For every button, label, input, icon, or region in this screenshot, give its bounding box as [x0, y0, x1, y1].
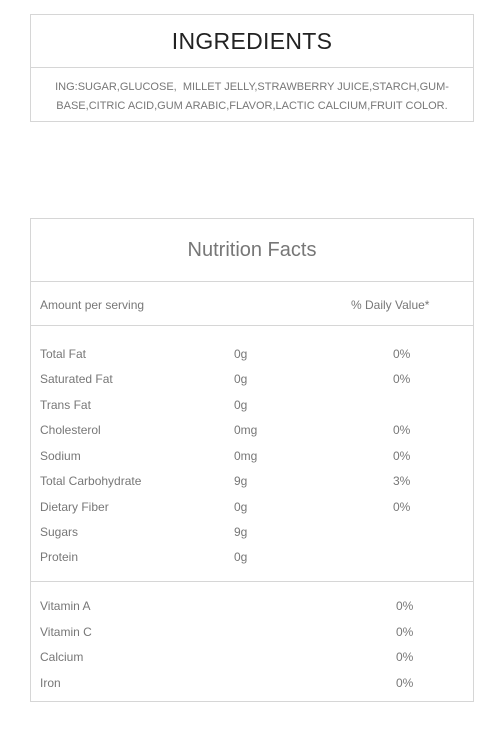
nutrient-name: Sodium: [40, 449, 81, 463]
amount-per-serving-header: Amount per serving: [40, 298, 145, 312]
nutrient-row-total-carbohydrate: Total Carbohydrate 9g 3%: [31, 474, 473, 494]
ingredients-panel: INGREDIENTS ING:SUGAR,GLUCOSE, MILLET JE…: [30, 14, 474, 122]
ingredients-list: ING:SUGAR,GLUCOSE, MILLET JELLY,STRAWBER…: [31, 68, 473, 116]
nutrient-amount: 0g: [234, 372, 248, 386]
nutrient-list: Total Fat 0g 0% Saturated Fat 0g 0% Tran…: [31, 326, 473, 582]
nutrient-amount: 0g: [234, 398, 248, 412]
vitamin-row-vitamin-c: Vitamin C 0%: [31, 625, 473, 645]
nutrient-name: Cholesterol: [40, 423, 101, 437]
vitamin-daily-value: 0%: [396, 650, 414, 664]
vitamin-row-iron: Iron 0%: [31, 676, 473, 696]
nutrient-daily-value: 0%: [393, 449, 411, 463]
nutrient-amount: 0g: [234, 347, 248, 361]
nutrient-daily-value: 0%: [393, 347, 411, 361]
nutrient-row-dietary-fiber: Dietary Fiber 0g 0%: [31, 500, 473, 520]
nutrient-row-total-fat: Total Fat 0g 0%: [31, 347, 473, 367]
nutrient-name: Saturated Fat: [40, 372, 113, 386]
nutrient-daily-value: 0%: [393, 500, 411, 514]
vitamin-name: Iron: [40, 676, 61, 690]
vitamin-daily-value: 0%: [396, 599, 414, 613]
nutrient-row-sodium: Sodium 0mg 0%: [31, 449, 473, 469]
nutrient-amount: 9g: [234, 474, 248, 488]
ingredients-line-1: ING:SUGAR,GLUCOSE, MILLET JELLY,STRAWBER…: [55, 81, 449, 93]
nutrient-name: Sugars: [40, 525, 79, 539]
nutrient-daily-value: 0%: [393, 423, 411, 437]
vitamin-daily-value: 0%: [396, 625, 414, 639]
nutrition-facts-panel: Nutrition Facts Amount per serving % Dai…: [30, 218, 474, 702]
nutrient-amount: 0mg: [234, 449, 258, 463]
nutrient-name: Total Fat: [40, 347, 87, 361]
nutrient-daily-value: 3%: [393, 474, 411, 488]
nutrition-column-headers: Amount per serving % Daily Value*: [31, 282, 473, 326]
nutrient-amount: 0mg: [234, 423, 258, 437]
nutrition-facts-title: Nutrition Facts: [187, 238, 317, 261]
vitamin-row-vitamin-a: Vitamin A 0%: [31, 599, 473, 619]
nutrient-row-protein: Protein 0g: [31, 550, 473, 570]
vitamin-row-calcium: Calcium 0%: [31, 650, 473, 670]
nutrient-name: Dietary Fiber: [40, 500, 109, 514]
nutrient-name: Protein: [40, 550, 79, 564]
nutrient-name: Trans Fat: [40, 398, 91, 412]
nutrient-row-sugars: Sugars 9g: [31, 525, 473, 545]
nutrient-name: Total Carbohydrate: [40, 474, 142, 488]
vitamin-daily-value: 0%: [396, 676, 414, 690]
vitamin-name: Vitamin C: [40, 625, 92, 639]
nutrient-amount: 9g: [234, 525, 248, 539]
ingredients-header: INGREDIENTS: [31, 15, 473, 68]
vitamin-name: Calcium: [40, 650, 84, 664]
vitamin-list: Vitamin A 0% Vitamin C 0% Calcium 0% Iro…: [31, 582, 473, 702]
nutrient-amount: 0g: [234, 550, 248, 564]
daily-value-header: % Daily Value*: [351, 298, 430, 312]
nutrient-row-cholesterol: Cholesterol 0mg 0%: [31, 423, 473, 443]
ingredients-title: INGREDIENTS: [171, 27, 333, 54]
nutrition-facts-header: Nutrition Facts: [31, 219, 473, 282]
ingredients-line-2: BASE,CITRIC ACID,GUM ARABIC,FLAVOR,LACTI…: [56, 100, 448, 112]
nutrient-daily-value: 0%: [393, 372, 411, 386]
nutrient-row-trans-fat: Trans Fat 0g: [31, 398, 473, 418]
nutrient-row-saturated-fat: Saturated Fat 0g 0%: [31, 372, 473, 392]
vitamin-name: Vitamin A: [40, 599, 91, 613]
nutrient-amount: 0g: [234, 500, 248, 514]
